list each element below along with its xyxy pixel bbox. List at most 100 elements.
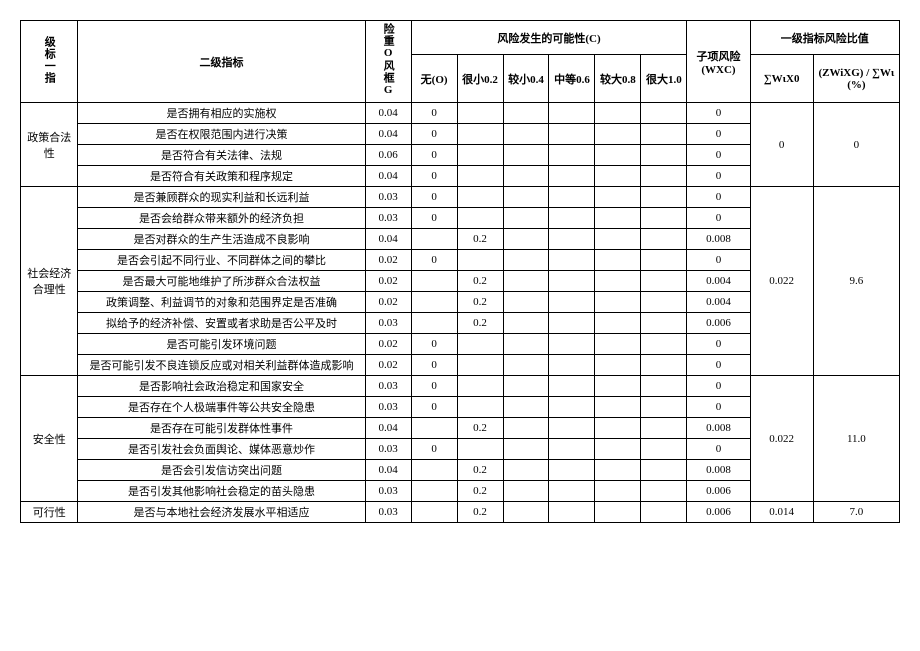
row-weight: 0.03 [365, 502, 411, 523]
col-weight: 险重O风框G [365, 21, 411, 103]
row-weight: 0.03 [365, 376, 411, 397]
row-c-4 [595, 250, 641, 271]
row-c-3 [549, 229, 595, 250]
row-c-2 [503, 103, 549, 124]
row-c-5 [641, 355, 687, 376]
row-label: 是否在权限范围内进行决策 [78, 124, 365, 145]
row-c-1: 0.2 [457, 313, 503, 334]
row-c-1: 0.2 [457, 292, 503, 313]
row-label: 是否会引起不同行业、不同群体之间的攀比 [78, 250, 365, 271]
group-name: 政策合法性 [21, 103, 78, 187]
row-c-4 [595, 124, 641, 145]
row-c-0 [411, 229, 457, 250]
row-wxc: 0 [687, 208, 750, 229]
row-c-3 [549, 439, 595, 460]
row-c-1 [457, 103, 503, 124]
row-c-5 [641, 166, 687, 187]
row-c-3 [549, 145, 595, 166]
row-weight: 0.02 [365, 250, 411, 271]
row-c-1: 0.2 [457, 460, 503, 481]
col-c-0: 无(O) [411, 55, 457, 103]
row-weight: 0.03 [365, 439, 411, 460]
row-wxc: 0 [687, 187, 750, 208]
row-weight: 0.04 [365, 460, 411, 481]
row-c-3 [549, 313, 595, 334]
row-c-2 [503, 460, 549, 481]
row-c-0: 0 [411, 145, 457, 166]
row-c-2 [503, 418, 549, 439]
row-c-3 [549, 271, 595, 292]
row-wxc: 0 [687, 124, 750, 145]
row-c-2 [503, 355, 549, 376]
row-c-5 [641, 208, 687, 229]
row-weight: 0.03 [365, 208, 411, 229]
row-c-5 [641, 439, 687, 460]
row-weight: 0.03 [365, 397, 411, 418]
row-wxc: 0.008 [687, 418, 750, 439]
group-ratio: 0 [813, 103, 899, 187]
row-c-1 [457, 355, 503, 376]
row-c-1: 0.2 [457, 481, 503, 502]
row-label: 是否兼顾群众的现实利益和长远利益 [78, 187, 365, 208]
row-c-5 [641, 292, 687, 313]
row-c-0: 0 [411, 208, 457, 229]
row-weight: 0.02 [365, 292, 411, 313]
row-c-1 [457, 187, 503, 208]
row-label: 是否引发其他影响社会稳定的苗头隐患 [78, 481, 365, 502]
row-c-4 [595, 187, 641, 208]
row-c-4 [595, 460, 641, 481]
row-c-2 [503, 376, 549, 397]
row-weight: 0.03 [365, 313, 411, 334]
col-c-1: 很小0.2 [457, 55, 503, 103]
row-wxc: 0 [687, 376, 750, 397]
row-c-1: 0.2 [457, 229, 503, 250]
row-c-4 [595, 481, 641, 502]
row-c-0: 0 [411, 376, 457, 397]
row-c-3 [549, 208, 595, 229]
row-c-2 [503, 334, 549, 355]
row-wxc: 0 [687, 250, 750, 271]
row-c-3 [549, 397, 595, 418]
row-c-4 [595, 397, 641, 418]
row-c-3 [549, 460, 595, 481]
row-c-3 [549, 292, 595, 313]
table-row: 可行性是否与本地社会经济发展水平相适应0.030.20.0060.0147.0 [21, 502, 900, 523]
row-c-2 [503, 166, 549, 187]
col-ratio: (ZWiXG) / ∑Wι(%) [813, 55, 899, 103]
row-c-2 [503, 481, 549, 502]
row-c-5 [641, 187, 687, 208]
row-c-0 [411, 502, 457, 523]
row-c-0: 0 [411, 187, 457, 208]
row-c-4 [595, 292, 641, 313]
row-c-1 [457, 439, 503, 460]
row-c-0: 0 [411, 166, 457, 187]
row-wxc: 0.006 [687, 313, 750, 334]
row-c-4 [595, 502, 641, 523]
col-top-group: 一级指标风险比值 [750, 21, 899, 55]
row-c-0: 0 [411, 397, 457, 418]
row-c-1 [457, 166, 503, 187]
row-c-4 [595, 355, 641, 376]
row-c-0 [411, 481, 457, 502]
row-wxc: 0 [687, 145, 750, 166]
row-wxc: 0.006 [687, 481, 750, 502]
group-sum: 0 [750, 103, 813, 187]
row-c-3 [549, 103, 595, 124]
row-label: 是否对群众的生产生活造成不良影响 [78, 229, 365, 250]
row-wxc: 0 [687, 166, 750, 187]
row-c-0 [411, 418, 457, 439]
row-c-0: 0 [411, 334, 457, 355]
row-c-5 [641, 313, 687, 334]
row-weight: 0.02 [365, 334, 411, 355]
row-c-4 [595, 229, 641, 250]
row-c-5 [641, 376, 687, 397]
table-row: 社会经济合理性是否兼顾群众的现实利益和长远利益0.03000.0229.6 [21, 187, 900, 208]
row-weight: 0.03 [365, 481, 411, 502]
col-l2: 二级指标 [78, 21, 365, 103]
row-c-3 [549, 124, 595, 145]
row-wxc: 0.008 [687, 460, 750, 481]
col-sum: ∑WιX0 [750, 55, 813, 103]
row-c-4 [595, 334, 641, 355]
row-weight: 0.02 [365, 355, 411, 376]
group-name: 社会经济合理性 [21, 187, 78, 376]
